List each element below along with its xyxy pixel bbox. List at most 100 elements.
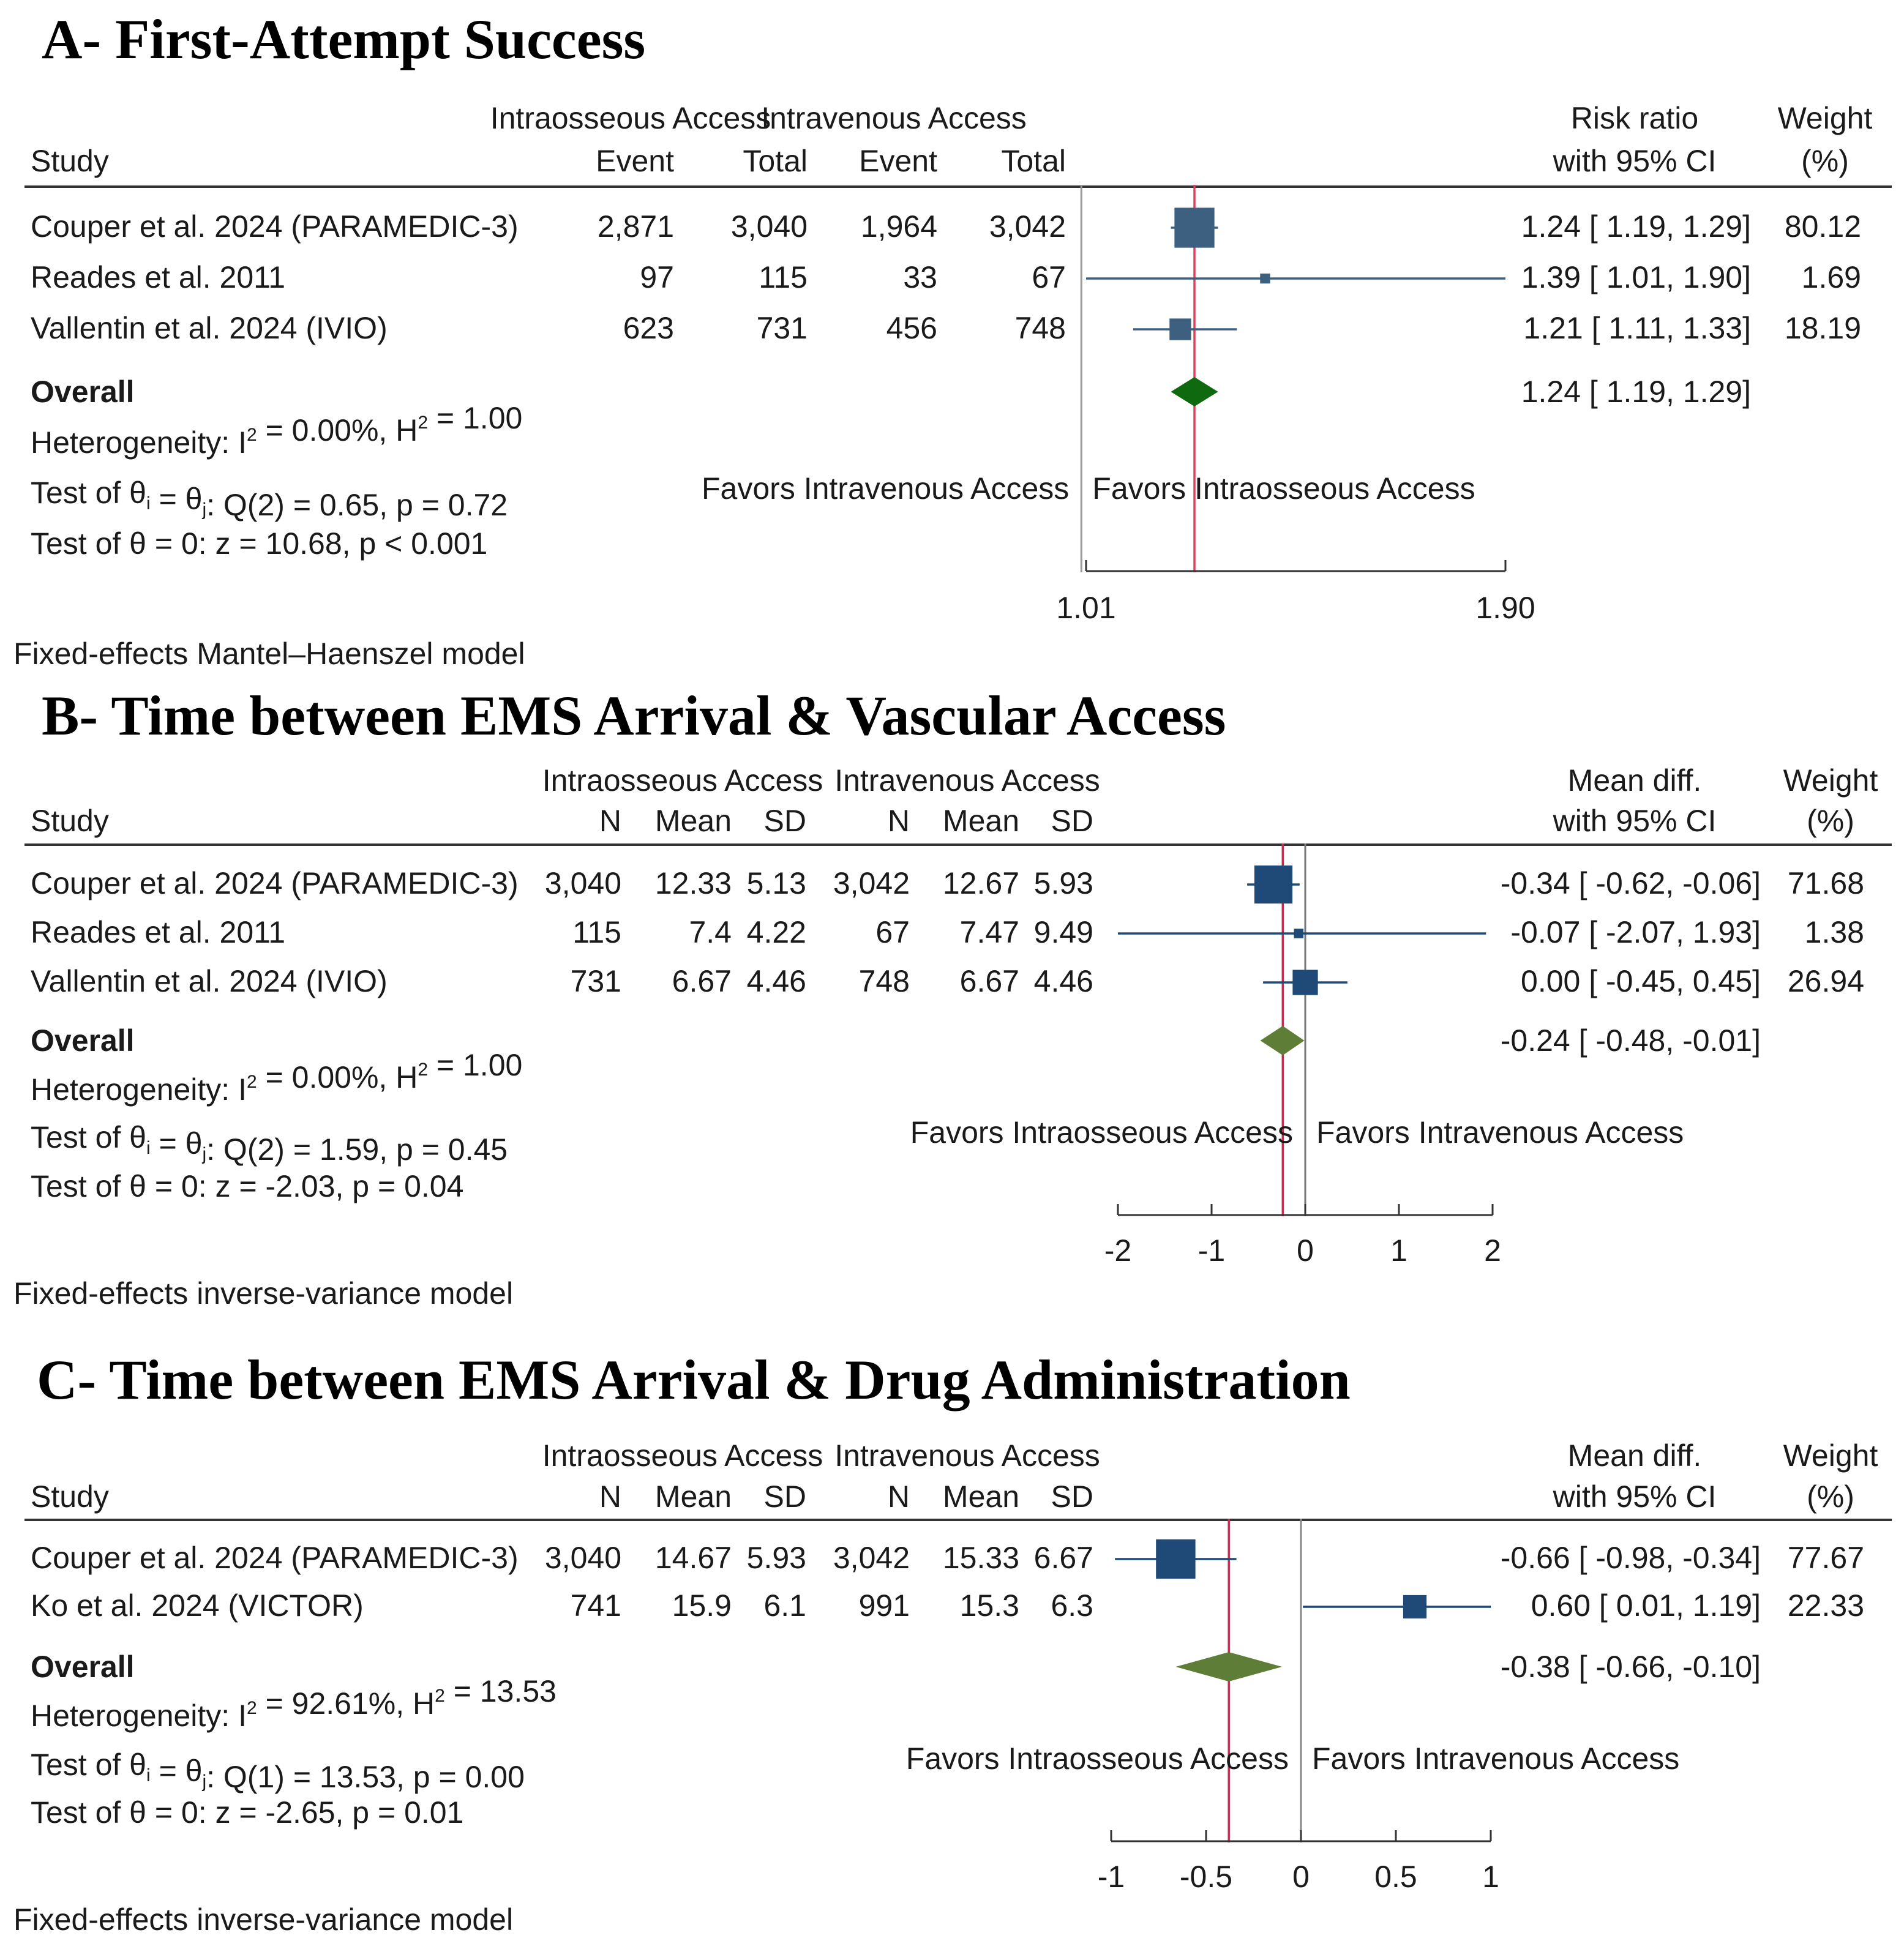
column-header: N xyxy=(888,804,910,838)
x-tick-label: 1.90 xyxy=(1475,591,1535,625)
study-cell: 748 xyxy=(859,964,910,998)
study-cell: 33 xyxy=(903,260,937,294)
study-cell: 9.49 xyxy=(1034,915,1093,949)
homogeneity-test-text-part: = θ xyxy=(151,482,203,516)
study-cell: 731 xyxy=(757,311,808,345)
ci-text: 1.21 [ 1.11, 1.33] xyxy=(1523,311,1751,345)
study-cell: 1,964 xyxy=(861,209,937,244)
study-cell: 6.3 xyxy=(1051,1588,1093,1623)
study-cell: 67 xyxy=(875,915,910,949)
study-header: Study xyxy=(31,804,109,838)
study-cell: 3,040 xyxy=(545,1541,621,1575)
study-row: Reades et al. 2011 115 7.4 4.22 67 7.47 9.49 -0… xyxy=(31,915,1864,949)
group1-header: Intraosseous Access xyxy=(542,1438,823,1473)
study-cell: 6.67 xyxy=(672,964,732,998)
weight-header-pct: (%) xyxy=(1807,1479,1854,1514)
overall-diamond xyxy=(1171,377,1218,406)
homogeneity-test-text: Test of θi = θj: Q(1) = 13.53, p = 0.00 xyxy=(31,1748,525,1794)
study-cell: 3,042 xyxy=(833,1541,910,1575)
heterogeneity-text-part: 2 xyxy=(247,425,257,445)
study-header: Study xyxy=(31,144,109,178)
study-cell: 623 xyxy=(623,311,674,345)
x-tick-label: 0 xyxy=(1297,1233,1314,1268)
column-header: Mean xyxy=(943,804,1019,838)
effect-header: Mean diff. xyxy=(1568,1438,1702,1473)
weight-header: Weight xyxy=(1783,1438,1878,1473)
column-header: N xyxy=(599,1479,621,1514)
column-header: Event xyxy=(596,144,674,178)
heterogeneity-text-part: 2 xyxy=(247,1698,257,1718)
effect-header: Mean diff. xyxy=(1568,763,1702,798)
column-header: Event xyxy=(859,144,937,178)
study-cell: 6.1 xyxy=(763,1588,806,1623)
study-cell: 115 xyxy=(572,915,621,949)
ci-text: 1.24 [ 1.19, 1.29] xyxy=(1521,209,1751,244)
zero-test-text: Test of θ = 0: z = -2.03, p = 0.04 xyxy=(31,1169,463,1203)
column-header: Mean xyxy=(655,1479,732,1514)
study-name: Reades et al. 2011 xyxy=(31,260,285,294)
study-row: Vallentin et al. 2024 (IVIO) 731 6.67 4.46 7… xyxy=(31,964,1864,998)
homogeneity-test-text: Test of θi = θj: Q(2) = 1.59, p = 0.45 xyxy=(31,1120,508,1167)
heterogeneity-text-part: = 0.00%, H xyxy=(257,1060,418,1094)
homogeneity-test-text-part: Test of θ xyxy=(31,1748,146,1782)
weight-text: 26.94 xyxy=(1788,964,1864,998)
x-tick-label: -0.5 xyxy=(1180,1860,1232,1894)
heterogeneity-text-part: Heterogeneity: I xyxy=(31,425,247,460)
column-header: SD xyxy=(764,1479,806,1514)
study-name: Couper et al. 2024 (PARAMEDIC-3) xyxy=(31,866,519,900)
heterogeneity-text-part: 2 xyxy=(418,413,428,433)
heterogeneity-text: Heterogeneity: I2 = 0.00%, H2 = 1.00 xyxy=(31,401,522,460)
homogeneity-test-text-part: Test of θ xyxy=(31,476,146,510)
study-cell: 67 xyxy=(1032,260,1066,294)
study-cell: 15.3 xyxy=(960,1588,1019,1623)
study-cell: 5.93 xyxy=(747,1541,806,1575)
study-cell: 991 xyxy=(859,1588,910,1623)
weight-header: Weight xyxy=(1778,101,1873,135)
panel-title: C- Time between EMS Arrival & Drug Admin… xyxy=(37,1348,1351,1411)
heterogeneity-text-part: = 13.53 xyxy=(445,1674,557,1708)
weight-box xyxy=(1156,1539,1196,1579)
overall-label: Overall xyxy=(31,1650,135,1684)
favors-left-label: Favors Intravenous Access xyxy=(702,471,1069,506)
panel-title: A- First-Attempt Success xyxy=(42,8,645,70)
overall-ci-text: -0.24 [ -0.48, -0.01] xyxy=(1501,1023,1761,1058)
heterogeneity-text: Heterogeneity: I2 = 92.61%, H2 = 13.53 xyxy=(31,1674,557,1733)
x-tick-label: 0 xyxy=(1292,1860,1310,1894)
column-header: SD xyxy=(764,804,806,838)
homogeneity-test-text-part: : Q(2) = 1.59, p = 0.45 xyxy=(206,1132,508,1167)
weight-text: 80.12 xyxy=(1785,209,1861,244)
study-cell: 3,042 xyxy=(989,209,1066,244)
forest-panel-1: A- First-Attempt Success Intraosseous Acc… xyxy=(13,8,1892,671)
heterogeneity-text-part: 2 xyxy=(418,1060,428,1080)
column-header: N xyxy=(888,1479,910,1514)
heterogeneity-text-part: Heterogeneity: I xyxy=(31,1072,247,1107)
ci-text: 0.00 [ -0.45, 0.45] xyxy=(1521,964,1761,998)
column-header: SD xyxy=(1051,804,1093,838)
heterogeneity-text-part: = 1.00 xyxy=(428,1048,522,1082)
study-name: Ko et al. 2024 (VICTOR) xyxy=(31,1588,364,1623)
ci-text: 1.39 [ 1.01, 1.90] xyxy=(1521,260,1751,294)
heterogeneity-text-part: 2 xyxy=(247,1072,257,1092)
ci-text: 0.60 [ 0.01, 1.19] xyxy=(1531,1588,1761,1623)
favors-right-label: Favors Intravenous Access xyxy=(1312,1741,1679,1776)
effect-header-ci: with 95% CI xyxy=(1553,144,1717,178)
favors-left-label: Favors Intraosseous Access xyxy=(910,1115,1293,1150)
heterogeneity-text-part: = 0.00%, H xyxy=(257,413,418,447)
study-cell: 97 xyxy=(640,260,674,294)
study-row: Couper et al. 2024 (PARAMEDIC-3) 2,871 3,0… xyxy=(31,208,1861,248)
weight-header-pct: (%) xyxy=(1807,804,1854,838)
homogeneity-test-text-part: Test of θ xyxy=(31,1120,146,1154)
study-cell: 7.4 xyxy=(689,915,732,949)
forest-panel-3: C- Time between EMS Arrival & Drug Admin… xyxy=(13,1348,1892,1937)
study-cell: 4.46 xyxy=(747,964,806,998)
study-cell: 741 xyxy=(571,1588,621,1623)
weight-box xyxy=(1292,970,1318,995)
study-cell: 3,042 xyxy=(833,866,910,900)
overall-ci-text: -0.38 [ -0.66, -0.10] xyxy=(1501,1650,1761,1684)
study-cell: 731 xyxy=(571,964,621,998)
effect-header: Risk ratio xyxy=(1571,101,1698,135)
x-tick-label: 2 xyxy=(1484,1233,1501,1268)
weight-box xyxy=(1169,318,1191,340)
homogeneity-test-text-part: i xyxy=(146,493,151,514)
